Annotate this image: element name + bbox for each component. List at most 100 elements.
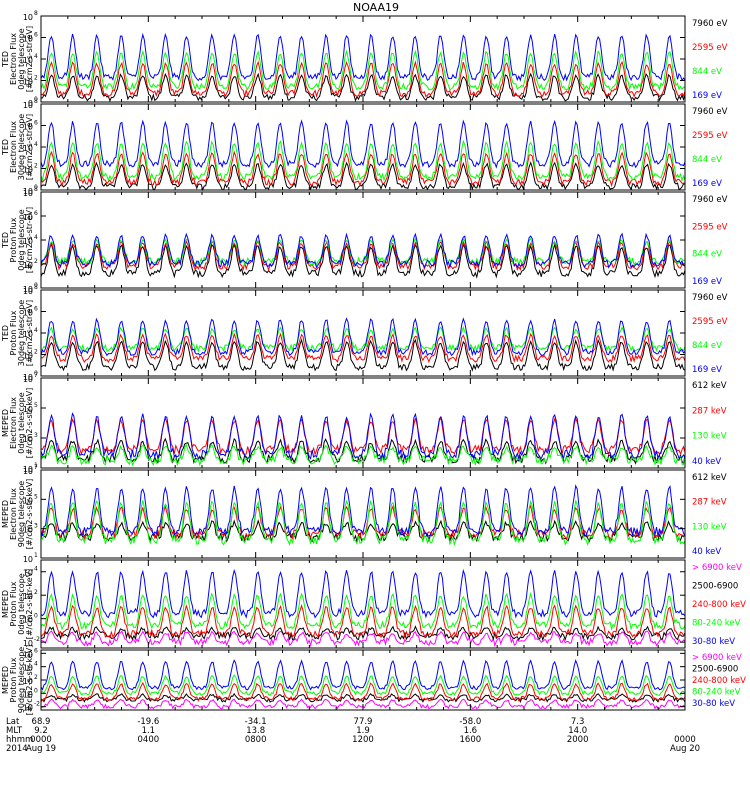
y-tick-exponent: 2 <box>34 163 38 170</box>
legend-label: 844 eV <box>692 67 722 77</box>
y-label-line: Electron Flux <box>9 33 18 85</box>
series-line-1 <box>40 437 686 466</box>
series-line-4 <box>40 32 686 82</box>
y-tick-exponent: 4 <box>34 234 38 241</box>
y-axis-label: TED Proton Flux 30deg telescope [#/cm2-s-st… <box>1 300 34 367</box>
x-tick-time: 1200 <box>352 735 374 745</box>
x-tick-lat: -19.6 <box>137 717 159 727</box>
legend-label: 240-800 keV <box>692 600 746 610</box>
y-tick-exponent: 2 <box>34 674 38 681</box>
legend-label: 169 eV <box>692 277 722 287</box>
y-tick-label: 10 <box>23 496 33 505</box>
x-tick-time: 0000 <box>674 735 696 745</box>
y-tick-label: 10 <box>23 639 33 648</box>
series-line-1 <box>40 72 686 103</box>
y-tick-exponent: 8 <box>34 10 38 17</box>
legend-label: 844 eV <box>692 155 722 165</box>
series-line-1 <box>40 242 686 279</box>
y-axis-label: TED Electron Flux 30deg telescope [#/cm2-s-… <box>1 114 34 181</box>
series-line-1 <box>40 161 686 192</box>
series-line-3 <box>40 604 686 639</box>
y-axis-label: MEPED Electron Flux 90deg telescope [#/cm2-… <box>1 479 34 550</box>
legend-label: 2595 eV <box>692 222 728 232</box>
series-line-2 <box>40 504 686 541</box>
x-tick-time: 0000 <box>30 735 52 745</box>
y-tick-exponent: 8 <box>34 284 38 291</box>
y-label-line: 0deg telescope <box>17 392 26 453</box>
y-tick-label: 10 <box>23 189 33 198</box>
y-label-line: [#/cm2-s-str-eV] <box>25 300 34 366</box>
y-tick-label: 10 <box>23 144 33 153</box>
y-tick-label: 10 <box>23 375 33 384</box>
legend-label: 7960 eV <box>692 293 728 303</box>
x-tick-mlt: 1.1 <box>142 726 156 736</box>
y-label-line: 90deg telescope <box>17 481 26 548</box>
y-tick-exponent: 5 <box>34 402 38 409</box>
chart-title: NOAA19 <box>353 1 399 14</box>
y-tick-label: 10 <box>23 650 33 659</box>
y-tick-exponent: 4 <box>34 141 38 148</box>
x-tick-mlt: 13.8 <box>246 726 265 736</box>
y-label-line: TED <box>1 51 10 68</box>
plot-frame <box>40 469 686 559</box>
y-tick-exponent: 4 <box>34 566 38 573</box>
legend-label: 7960 eV <box>692 195 728 205</box>
series-line-4 <box>40 484 686 537</box>
y-axis-label: MEPED Proton Flux 90deg telescope [#/cm2-s-… <box>1 645 34 716</box>
legend-label: 30-80 keV <box>692 699 735 709</box>
series-line-2 <box>40 332 686 364</box>
y-tick-label: 10 <box>23 101 33 110</box>
legend-label: 287 keV <box>692 406 727 416</box>
y-tick-label: 10 <box>23 56 33 65</box>
x-tick-mlt: 1.9 <box>356 726 370 736</box>
y-axis-label: MEPED Proton Flux 0deg telescope [#/cm2-s-s… <box>1 569 34 640</box>
y-tick-label: 10 <box>23 435 33 444</box>
y-tick-label: 10 <box>23 330 33 339</box>
legend-label: 844 eV <box>692 250 722 260</box>
legend-label: 30-80 keV <box>692 637 735 647</box>
y-tick-label: 10 <box>23 526 33 535</box>
x-tick-lat: 77.9 <box>354 717 373 727</box>
y-tick-exponent: -2 <box>34 701 40 708</box>
series-line-4 <box>40 232 686 269</box>
x-tick-lat: -34.1 <box>245 717 267 727</box>
y-tick-label: 10 <box>23 677 33 686</box>
y-label-line: Proton Flux <box>9 657 18 702</box>
y-tick-exponent: 6 <box>34 210 38 217</box>
x-tick-mlt: 14.0 <box>568 726 587 736</box>
x-row-label: 2014 <box>6 744 28 754</box>
series-line-3 <box>40 325 686 353</box>
y-tick-label: 10 <box>23 35 33 44</box>
plot-frame <box>40 191 686 289</box>
y-label-line: Proton Flux <box>9 581 18 626</box>
y-label-line: 0deg telescope <box>17 28 26 89</box>
y-tick-exponent: 6 <box>34 120 38 127</box>
series-line-2 <box>40 60 686 98</box>
y-tick-label: 10 <box>23 123 33 132</box>
y-tick-exponent: 7 <box>34 372 38 379</box>
x-row-label: Lat <box>6 717 20 727</box>
x-tick-time: 1600 <box>460 735 482 745</box>
series-line-2 <box>40 625 686 642</box>
y-tick-exponent: 0 <box>34 282 38 289</box>
y-label-line: Proton Flux <box>9 310 18 355</box>
x-tick-date: Aug 19 <box>26 744 56 754</box>
y-tick-exponent: 4 <box>34 661 38 668</box>
y-label-line: Electron Flux <box>9 488 18 540</box>
y-tick-exponent: 3 <box>34 432 38 439</box>
series-line-2 <box>40 150 686 188</box>
y-tick-label: 10 <box>23 187 33 196</box>
y-axis-label: TED Proton Flux 0deg telescope [#/cm2-s-str… <box>1 207 34 273</box>
legend-label: 130 keV <box>692 522 727 532</box>
series-line-4 <box>40 591 686 632</box>
y-tick-exponent: -2 <box>34 636 40 643</box>
y-tick-exponent: 0 <box>34 613 38 620</box>
y-tick-exponent: 2 <box>34 258 38 265</box>
y-tick-label: 10 <box>23 405 33 414</box>
y-label-line: Proton Flux <box>9 217 18 262</box>
y-tick-label: 10 <box>23 569 33 578</box>
y-label-line: MEPED <box>1 590 10 618</box>
